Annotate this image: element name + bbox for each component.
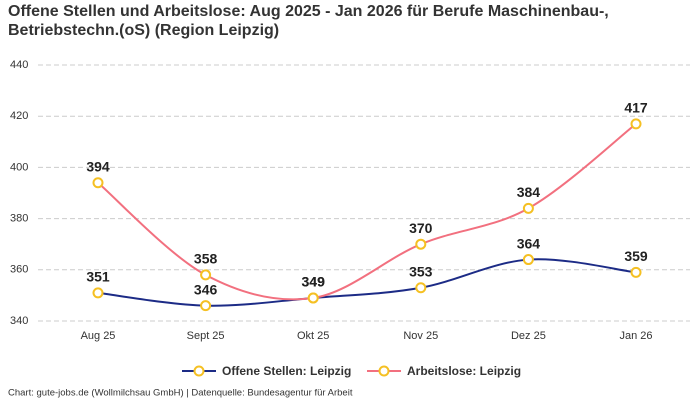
- legend-marker: [193, 365, 205, 377]
- legend-marker: [378, 365, 390, 377]
- value-label: 384: [517, 184, 541, 200]
- marker: [92, 177, 104, 189]
- value-label: 353: [409, 263, 433, 279]
- value-label: 370: [409, 220, 433, 236]
- x-tick-label: Aug 25: [81, 330, 116, 342]
- marker: [92, 287, 104, 299]
- y-tick-label: 340: [10, 315, 28, 327]
- marker: [307, 292, 319, 304]
- y-tick-label: 400: [10, 161, 28, 173]
- marker: [415, 238, 427, 250]
- value-label: 394: [86, 158, 110, 174]
- legend-label: Offene Stellen: Leipzig: [222, 364, 351, 378]
- marker: [630, 118, 642, 130]
- marker: [522, 254, 534, 266]
- marker: [200, 269, 212, 281]
- series-line: [97, 258, 637, 307]
- value-label: 346: [194, 281, 218, 297]
- y-tick-label: 360: [10, 264, 28, 276]
- series-line: [97, 123, 637, 301]
- value-label: 359: [624, 248, 648, 264]
- value-label: 349: [302, 274, 326, 290]
- y-tick-label: 380: [10, 213, 28, 225]
- value-label: 364: [517, 235, 541, 251]
- marker: [630, 266, 642, 278]
- x-tick-label: Okt 25: [297, 330, 329, 342]
- marker: [522, 202, 534, 214]
- value-label: 417: [624, 100, 648, 116]
- marker: [200, 300, 212, 312]
- x-tick-label: Jan 26: [619, 330, 652, 342]
- value-label: 349: [302, 274, 326, 290]
- marker: [415, 282, 427, 294]
- y-tick-label: 420: [10, 110, 28, 122]
- value-label: 351: [86, 269, 110, 285]
- x-tick-label: Dez 25: [511, 330, 546, 342]
- y-tick-label: 440: [10, 59, 28, 71]
- legend-label: Arbeitslose: Leipzig: [407, 364, 521, 378]
- source: Chart: gute-jobs.de (Wollmilchsau GmbH) …: [8, 388, 353, 399]
- value-label: 358: [194, 251, 218, 267]
- x-tick-label: Nov 25: [403, 330, 438, 342]
- chart-title: Offene Stellen und Arbeitslose: Aug 2025…: [8, 3, 609, 39]
- x-tick-label: Sept 25: [187, 330, 225, 342]
